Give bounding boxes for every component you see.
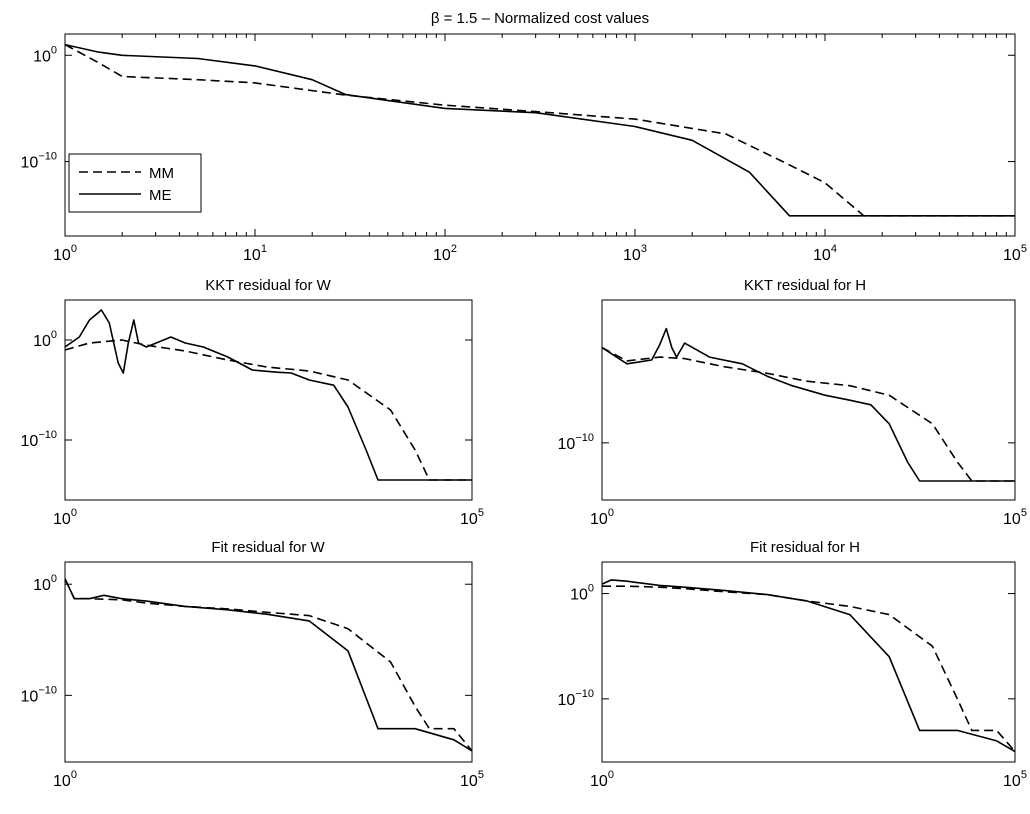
legend-label-mm: MM [149,165,174,182]
y-tick-label: 10−10 [558,432,594,453]
legend-label-me: ME [149,187,172,204]
legend: MM ME [68,153,202,213]
series-group [65,578,472,752]
series-line-mm [65,578,472,752]
axes-box [64,299,473,501]
series-line-mm [602,585,1015,753]
x-tick-label: 102 [433,243,457,264]
series-line-me [65,43,1015,217]
axes-box [601,561,1016,763]
chart-title: KKT residual for W [205,277,331,294]
x-tick-label: 105 [1003,769,1027,790]
x-tick-label: 105 [1003,507,1027,528]
series-line-me [65,309,472,481]
panel-normalized-cost: β = 1.5 – Normalized cost values 100 101 1… [21,10,1027,264]
panel-kkt-residual-h: KKT residual for H 100 105 10−10 [558,277,1027,528]
x-tick-label: 100 [53,243,77,264]
series-group [602,327,1015,482]
y-tick-label: 100 [33,44,57,65]
series-line-me [602,579,1015,753]
chart-title: Fit residual for W [211,539,325,556]
chart-title: KKT residual for H [744,277,866,294]
y-tick-label: 10−10 [21,684,57,705]
x-tick-label: 104 [813,243,837,264]
legend-box [68,153,202,213]
y-tick-label: 10−10 [21,429,57,450]
y-tick-label: 100 [570,583,594,604]
x-tick-label: 100 [53,507,77,528]
x-tick-label: 105 [460,507,484,528]
series-group [65,309,472,481]
y-tick-label: 10−10 [558,688,594,709]
chart-title: β = 1.5 – Normalized cost values [431,10,649,27]
x-tick-label: 100 [53,769,77,790]
series-line-mm [602,346,1015,482]
x-tick-label: 105 [1003,243,1027,264]
panel-fit-residual-h: Fit residual for H 100 105 100 10−10 [558,539,1027,790]
axes-box [64,33,1016,237]
chart-title: Fit residual for H [750,539,860,556]
series-line-me [65,578,472,752]
axes-box [64,561,473,763]
x-tick-label: 105 [460,769,484,790]
x-tick-label: 101 [243,243,267,264]
x-tick-label: 103 [623,243,647,264]
y-tick-label: 100 [33,329,57,350]
axes-box [601,299,1016,501]
series-group [602,579,1015,753]
y-tick-label: 10−10 [21,151,57,172]
panel-fit-residual-w: Fit residual for W 100 105 100 10−10 [21,539,484,790]
x-tick-label: 100 [590,769,614,790]
series-line-me [602,327,1015,482]
series-line-mm [65,339,472,481]
y-tick-label: 100 [33,573,57,594]
series-line-mm [65,43,1015,217]
x-tick-label: 100 [590,507,614,528]
panel-kkt-residual-w: KKT residual for W 100 105 100 10−10 [21,277,484,528]
series-group [65,43,1015,217]
